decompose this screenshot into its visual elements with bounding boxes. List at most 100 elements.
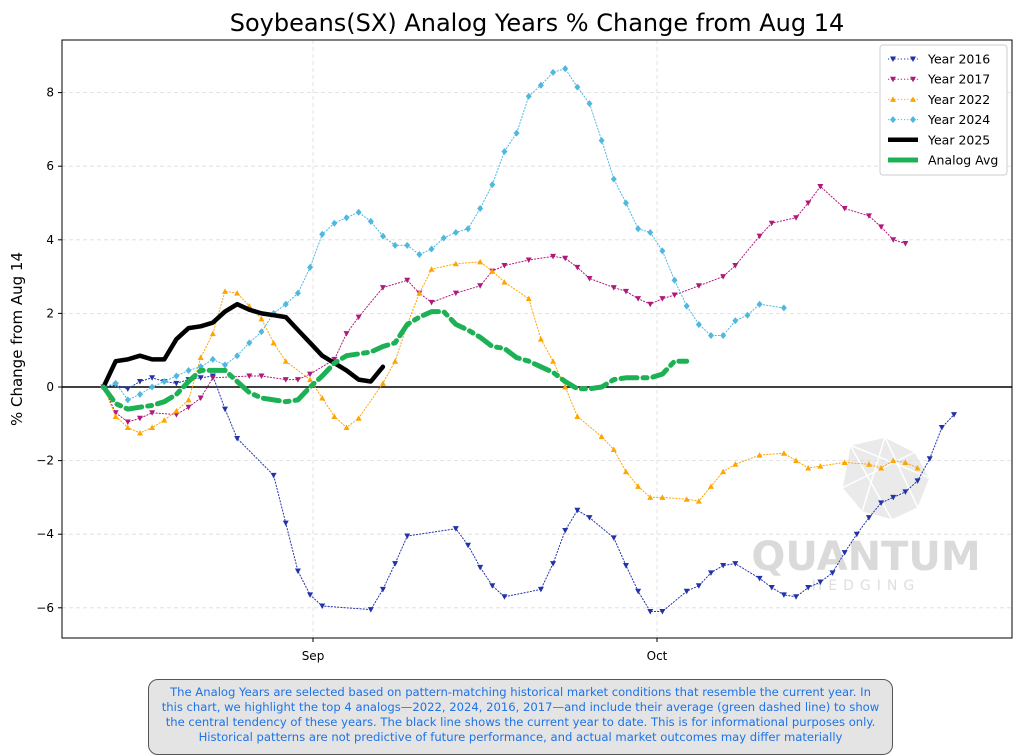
data-point <box>477 564 484 571</box>
legend-item: Year 2024 <box>888 112 990 127</box>
data-point <box>234 352 241 360</box>
legend-label: Year 2025 <box>927 132 990 147</box>
data-point <box>926 456 933 462</box>
data-point <box>501 279 508 285</box>
data-point <box>124 386 131 392</box>
data-point <box>550 253 557 260</box>
data-point <box>355 208 362 216</box>
y-tick-label: 2 <box>46 306 54 320</box>
series-line <box>103 261 919 502</box>
data-point <box>124 424 131 430</box>
plot-frame <box>61 39 1013 639</box>
data-point <box>307 263 314 271</box>
data-point <box>379 586 386 593</box>
data-point <box>841 550 848 556</box>
data-point <box>780 450 787 456</box>
data-point <box>404 277 411 284</box>
data-point <box>865 461 872 467</box>
data-point <box>562 255 569 262</box>
legend-label: Year 2024 <box>927 112 990 127</box>
data-point <box>209 355 216 363</box>
legend-label: Year 2016 <box>927 52 990 67</box>
data-point <box>708 483 714 489</box>
data-point <box>671 292 678 298</box>
data-point <box>708 570 714 576</box>
data-point <box>136 378 143 385</box>
data-point <box>647 228 654 236</box>
data-point <box>161 377 168 385</box>
data-point <box>635 588 642 595</box>
data-point <box>124 419 131 425</box>
data-point <box>780 304 787 312</box>
data-point <box>246 339 253 347</box>
legend: Year 2016 Year 2017 Year 2022 Year 2024 Year… <box>879 44 1008 176</box>
legend-item: Year 2017 <box>888 72 990 87</box>
series-year-2017 <box>100 183 909 425</box>
series-line <box>101 309 690 412</box>
data-point <box>622 468 629 475</box>
data-point <box>902 240 909 247</box>
data-point <box>331 356 338 363</box>
data-point <box>647 608 654 615</box>
data-point <box>890 96 896 102</box>
data-point <box>209 375 216 381</box>
watermark-sub: HEDGING <box>812 578 920 594</box>
data-point <box>428 245 435 253</box>
data-point <box>732 461 739 467</box>
data-point <box>890 56 896 62</box>
data-point <box>161 417 168 423</box>
data-point <box>622 562 629 569</box>
data-point <box>865 515 872 521</box>
data-point <box>550 358 557 364</box>
data-point <box>647 494 654 500</box>
data-point <box>124 396 131 404</box>
data-point <box>537 336 544 342</box>
data-point <box>910 76 916 83</box>
legend-label: Year 2017 <box>927 72 990 87</box>
data-point <box>392 561 399 567</box>
data-point <box>222 406 228 413</box>
data-point <box>598 136 605 144</box>
data-point <box>890 116 896 124</box>
data-point <box>562 384 569 390</box>
data-point <box>910 96 916 102</box>
x-tick-label: Sep <box>302 649 325 663</box>
data-point <box>258 373 265 379</box>
data-point <box>234 290 241 296</box>
data-point <box>622 199 629 207</box>
data-point <box>319 230 326 238</box>
data-point <box>355 415 362 421</box>
data-point <box>938 424 945 431</box>
chart-title: Soybeans(SX) Analog Years % Change from … <box>230 9 845 37</box>
data-point <box>574 413 581 419</box>
data-point <box>173 380 180 387</box>
data-point <box>404 533 411 540</box>
data-point <box>525 257 532 264</box>
data-point <box>246 373 253 379</box>
data-point <box>185 404 192 411</box>
data-point <box>149 375 156 381</box>
data-point <box>452 526 459 532</box>
data-point <box>222 361 228 369</box>
data-point <box>902 489 909 495</box>
data-point <box>805 464 812 471</box>
data-point <box>562 528 569 534</box>
data-point <box>294 568 301 574</box>
data-point <box>793 457 800 464</box>
data-point <box>282 377 289 383</box>
data-point <box>865 213 872 219</box>
data-point <box>452 228 459 236</box>
data-point <box>951 412 957 418</box>
data-point <box>307 371 314 378</box>
watermark-brand: QUANTUM <box>751 534 980 580</box>
data-point <box>914 464 921 471</box>
data-point <box>392 358 399 364</box>
data-point <box>379 285 386 291</box>
data-point <box>610 446 617 453</box>
data-point <box>367 217 374 225</box>
data-point <box>319 395 326 401</box>
data-point <box>910 116 916 124</box>
data-point <box>683 496 690 502</box>
legend-item: Analog Avg <box>888 153 998 168</box>
series-line <box>103 375 955 612</box>
